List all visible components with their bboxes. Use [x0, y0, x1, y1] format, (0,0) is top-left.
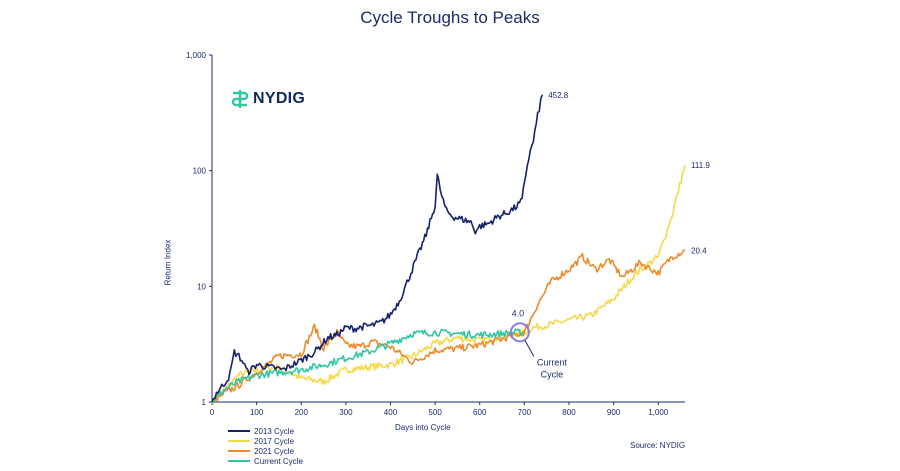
x-tick-label: 1,000	[648, 408, 669, 417]
end-label-2017-cycle: 111.9	[691, 161, 710, 170]
legend-swatch-current	[228, 460, 250, 462]
end-labels: 111.9 20.4 452.8	[548, 91, 710, 256]
series-line-2013-cycle	[211, 94, 543, 403]
legend-item-2017: 2017 Cycle	[228, 436, 303, 446]
end-label-2013-cycle: 452.8	[548, 91, 569, 100]
y-tick-label: 1	[202, 398, 207, 407]
annotation-pointer	[524, 340, 535, 357]
x-tick-label: 400	[384, 408, 398, 417]
legend-swatch-2017	[228, 440, 250, 442]
x-tick-label: 200	[295, 408, 309, 417]
legend-label-2021: 2021 Cycle	[254, 446, 295, 456]
series-lines	[211, 94, 686, 405]
x-tick-label: 900	[607, 408, 621, 417]
x-tick-label: 600	[473, 408, 487, 417]
annotation-value: 4.0	[512, 308, 525, 318]
legend-item-2021: 2021 Cycle	[228, 446, 303, 456]
x-tick-label: 500	[428, 408, 442, 417]
legend: 2013 Cycle 2017 Cycle 2021 Cycle Current…	[228, 426, 303, 466]
x-tick-label: 700	[518, 408, 532, 417]
y-tick-label: 100	[193, 167, 207, 176]
legend-item-2013: 2013 Cycle	[228, 426, 303, 436]
x-tick-label: 100	[250, 408, 264, 417]
source-note: Source: NYDIG	[630, 441, 686, 450]
series-line-2021-cycle	[211, 249, 686, 403]
x-tick-label: 0	[210, 408, 215, 417]
annotation-callout-line1: Current	[537, 357, 568, 367]
legend-swatch-2021	[228, 450, 250, 452]
nydig-logo: NYDIG	[231, 89, 305, 109]
y-tick-label: 1,000	[186, 51, 207, 60]
series-line-current-cycle	[211, 328, 525, 404]
end-label-2021-cycle: 20.4	[691, 247, 707, 256]
y-tick-label: 10	[197, 282, 206, 291]
legend-swatch-2013	[228, 430, 250, 432]
chart-title: Cycle Troughs to Peaks	[360, 8, 540, 27]
annotation-callout-line2: Cycle	[541, 369, 564, 379]
current-cycle-annotation: 4.0 Current Cycle	[509, 308, 568, 379]
legend-label-2013: 2013 Cycle	[254, 426, 295, 436]
legend-label-current: Current Cycle	[254, 456, 303, 466]
x-tick-label: 300	[339, 408, 353, 417]
legend-item-current: Current Cycle	[228, 456, 303, 466]
nydig-logo-icon	[231, 90, 249, 108]
logo-text: NYDIG	[253, 90, 306, 107]
current-cycle-circle	[509, 322, 530, 343]
legend-label-2017: 2017 Cycle	[254, 436, 295, 446]
x-tick-label: 800	[562, 408, 576, 417]
axes: 1 10 100 1,000 0 100 200 300 400 500 600 700 800 900 1…	[186, 51, 685, 417]
x-axis-label: Days into Cycle	[395, 423, 451, 432]
